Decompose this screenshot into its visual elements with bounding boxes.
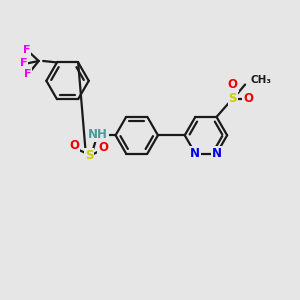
Text: O: O — [98, 141, 108, 154]
Text: O: O — [228, 78, 238, 91]
Text: S: S — [229, 92, 237, 105]
Text: S: S — [85, 149, 93, 162]
Text: F: F — [22, 45, 30, 55]
Text: N: N — [190, 147, 200, 160]
Text: O: O — [243, 92, 253, 105]
Text: CH₃: CH₃ — [250, 75, 272, 85]
Text: O: O — [69, 139, 79, 152]
Text: F: F — [20, 58, 27, 68]
Text: F: F — [24, 69, 31, 79]
Text: NH: NH — [88, 128, 108, 141]
Text: N: N — [212, 147, 221, 160]
